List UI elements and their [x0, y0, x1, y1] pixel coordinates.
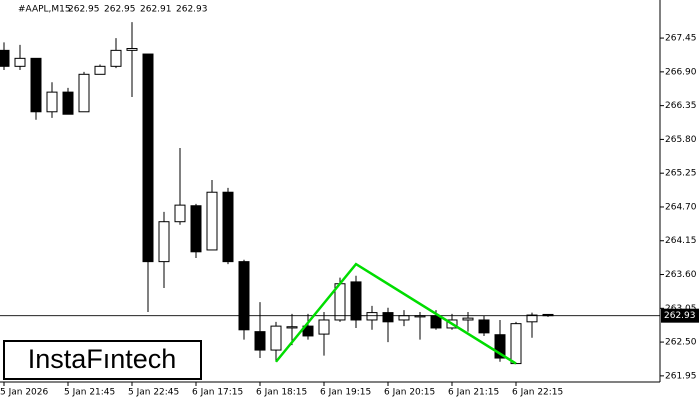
- candle-body: [302, 325, 314, 337]
- candle-body: [526, 314, 538, 323]
- header: #AAPL,M15 262.95 262.95 262.91 262.93: [18, 5, 208, 15]
- candle-body: [286, 326, 298, 329]
- candle-body: [158, 221, 170, 263]
- candle-body: [238, 261, 250, 331]
- x-tick-label: 6 Jan 20:15: [384, 388, 435, 398]
- x-tick-label: 5 Jan 21:45: [64, 388, 115, 398]
- y-tick-label: 264.70: [665, 202, 697, 212]
- candle-body: [0, 49, 10, 67]
- candle-body: [62, 91, 74, 115]
- candle-body: [398, 315, 410, 321]
- x-tick-label: 6 Jan 22:15: [512, 388, 563, 398]
- candle-body: [254, 331, 266, 351]
- x-tick-label: 6 Jan 18:15: [256, 388, 307, 398]
- x-tick-label: 6 Jan 17:15: [192, 388, 243, 398]
- logo-box: [3, 340, 202, 380]
- y-tick-label: 267.45: [665, 34, 697, 44]
- y-tick-label: 263.60: [665, 270, 697, 280]
- candle-body: [462, 317, 474, 321]
- y-tick-label: 261.95: [665, 371, 697, 381]
- current-price-label: 262.93: [664, 311, 696, 321]
- candle-body: [110, 49, 122, 67]
- candle-body: [190, 205, 202, 253]
- candle-body: [510, 323, 522, 365]
- candle-body: [174, 204, 186, 223]
- x-tick-label: 6 Jan 19:15: [320, 388, 371, 398]
- symbol: #AAPL,M15: [18, 5, 71, 15]
- high-value: 262.95: [104, 5, 136, 15]
- y-tick-label: 265.25: [665, 169, 697, 179]
- x-tick-label: 6 Jan 21:15: [448, 388, 499, 398]
- candle-body: [494, 334, 506, 359]
- candle-body: [318, 319, 330, 335]
- candle-body: [142, 53, 154, 263]
- candle-body: [366, 312, 378, 321]
- pattern-line: [275, 262, 517, 365]
- y-tick-label: 266.35: [665, 101, 697, 111]
- y-tick-label: 262.50: [665, 338, 697, 348]
- candle-body: [478, 319, 490, 334]
- candle-body: [78, 73, 90, 113]
- current-price-box: [661, 308, 699, 323]
- candle-body: [350, 281, 362, 321]
- candle-body: [94, 65, 106, 75]
- candle-body: [30, 57, 42, 113]
- candle-body: [382, 312, 394, 323]
- close-value: 262.93: [176, 5, 208, 15]
- candle-body: [430, 315, 442, 329]
- open-value: 262.95: [68, 5, 100, 15]
- candle-body: [126, 48, 138, 51]
- low-value: 262.91: [140, 5, 172, 15]
- candle-body: [222, 191, 234, 263]
- candle-body: [14, 57, 26, 67]
- x-tick-label: 5 Jan 2026: [0, 388, 48, 398]
- x-tick-label: 5 Jan 22:45: [128, 388, 179, 398]
- candle-body: [46, 91, 58, 113]
- y-tick-label: 264.15: [665, 236, 697, 246]
- y-tick-label: 265.80: [665, 135, 697, 145]
- candle-body: [270, 325, 282, 351]
- candle-body: [206, 191, 218, 251]
- logo-text: InstaFıntech: [28, 344, 177, 374]
- y-tick-label: 266.90: [665, 67, 697, 77]
